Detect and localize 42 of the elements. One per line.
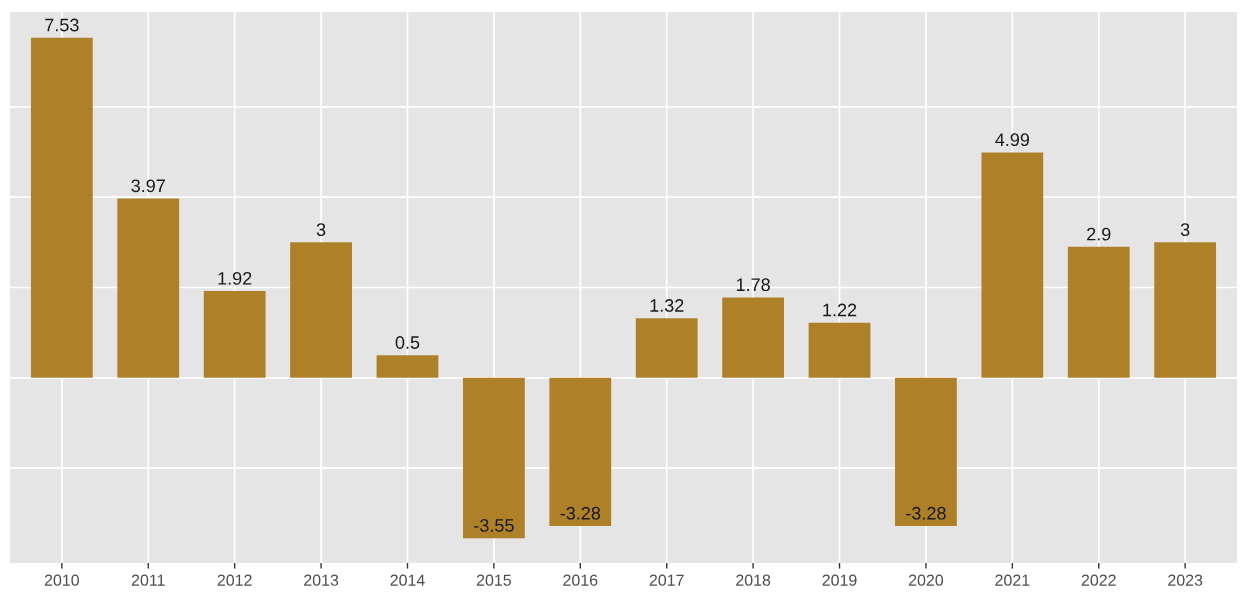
x-tick-label: 2012 [217,574,252,586]
bar [290,242,352,378]
data-label: -3.28 [906,506,946,520]
data-label: 2.9 [1087,227,1111,241]
bar [203,291,266,378]
x-tick-label: 2019 [822,574,857,586]
data-label: 3 [316,223,326,236]
bar [635,318,698,378]
bar [981,152,1044,378]
bar [722,297,784,378]
data-label: -3.28 [560,506,601,520]
data-label: -3.55 [474,519,514,532]
data-label: 7.53 [45,18,79,32]
data-label: 3.97 [131,179,165,193]
data-label: 4.99 [995,133,1030,147]
bar [1154,242,1217,378]
data-label: 1.92 [218,271,252,285]
x-tick-label: 2023 [1168,574,1203,586]
bar [117,198,180,378]
bar [808,322,871,378]
bar [549,377,612,526]
bar [376,355,439,378]
data-label: 3 [1180,223,1190,236]
data-label: 0.5 [395,336,420,349]
bar [895,377,957,526]
x-tick-label: 2017 [649,574,684,586]
x-tick-label: 2014 [390,574,425,586]
x-tick-label: 2020 [908,574,944,586]
bar [463,377,525,539]
x-tick-label: 2015 [476,574,511,586]
x-tick-label: 2016 [563,574,598,586]
x-tick-label: 2022 [1081,574,1116,586]
bar [1067,246,1130,378]
x-tick-label: 2018 [736,574,771,586]
x-tick-label: 2013 [304,574,339,586]
x-tick-label: 2010 [44,574,79,586]
data-label: 1.32 [650,299,684,312]
x-tick-label: 2021 [995,574,1030,586]
bar [30,37,93,378]
x-tick-label: 2011 [131,574,165,586]
data-label: 1.22 [823,303,857,317]
data-label: 1.78 [736,278,770,292]
